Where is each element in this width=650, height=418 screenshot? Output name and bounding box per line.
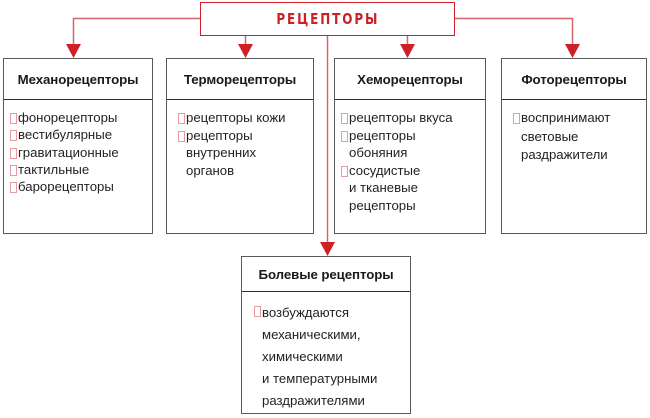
node-chemoreceptors[interactable]: Хеморецепторы рецепторы вкуса рецепторы … [334, 58, 486, 234]
node-thermoreceptors-body: рецепторы кожи рецепторы внутренних орга… [167, 100, 313, 233]
list-item: фонорецепторы [10, 109, 146, 126]
list-item: рецепторы кожи [178, 109, 307, 127]
node-photoreceptors-header: Фоторецепторы [502, 59, 646, 100]
node-photoreceptors[interactable]: Фоторецепторы воспринимают световые разд… [501, 58, 647, 234]
square-bullet-icon [341, 165, 348, 177]
connector-right [454, 17, 574, 50]
node-chemoreceptors-title: Хеморецепторы [357, 71, 463, 87]
node-chemoreceptors-body: рецепторы вкуса рецепторы обоняния сосуд… [335, 100, 485, 233]
list-item: сосудистые и тканевые рецепторы [341, 162, 479, 215]
list-item: воспринимают световые раздражители [513, 109, 640, 165]
square-bullet-icon [10, 164, 17, 176]
list-item: рецепторы обоняния [341, 127, 479, 162]
list-item: вестибулярные [10, 126, 146, 143]
square-bullet-icon [10, 113, 17, 124]
node-pain-receptors-header: Болевые рецепторы [242, 257, 410, 292]
square-bullet-icon [341, 130, 348, 142]
node-thermoreceptors-header: Терморецепторы [167, 59, 313, 100]
node-pain-receptors[interactable]: Болевые рецепторы возбуждаются механичес… [241, 256, 411, 414]
connector-left [72, 17, 201, 50]
node-chemoreceptors-header: Хеморецепторы [335, 59, 485, 100]
square-bullet-icon [10, 130, 17, 142]
node-pain-receptors-body: возбуждаются механическими, химическими … [242, 292, 410, 416]
arrowhead-chemo [400, 44, 415, 58]
arrowhead-thermo [238, 44, 253, 58]
square-bullet-icon [178, 113, 185, 124]
root-node-label: РЕЦЕПТОРЫ [276, 10, 379, 28]
node-mechanoreceptors-header: Механорецепторы [4, 59, 152, 100]
list-item: барорецепторы [10, 178, 146, 195]
node-mechanoreceptors-title: Механорецепторы [17, 71, 139, 87]
node-photoreceptors-title: Фоторецепторы [521, 71, 627, 87]
arrowhead-mechano [66, 44, 81, 58]
arrowhead-photo [565, 44, 580, 58]
square-bullet-icon [10, 147, 17, 159]
root-node-receptors[interactable]: РЕЦЕПТОРЫ [200, 2, 455, 36]
list-item: рецепторы внутренних органов [178, 127, 307, 180]
square-bullet-icon [513, 113, 520, 124]
node-mechanoreceptors-body: фонорецепторы вестибулярные гравитационн… [4, 100, 152, 233]
node-pain-receptors-title: Болевые рецепторы [258, 266, 394, 282]
square-bullet-icon [254, 306, 261, 317]
node-mechanoreceptors[interactable]: Механорецепторы фонорецепторы вестибуляр… [3, 58, 153, 234]
node-thermoreceptors-title: Терморецепторы [183, 71, 297, 87]
list-item: гравитационные [10, 144, 146, 161]
list-item: возбуждаются механическими, химическими … [254, 302, 404, 412]
square-bullet-icon [341, 113, 348, 124]
list-item: тактильные [10, 161, 146, 178]
square-bullet-icon [10, 182, 17, 194]
node-thermoreceptors[interactable]: Терморецепторы рецепторы кожи рецепторы … [166, 58, 314, 234]
list-item: рецепторы вкуса [341, 109, 479, 127]
node-photoreceptors-body: воспринимают световые раздражители [502, 100, 646, 233]
arrowhead-pain [320, 242, 335, 256]
square-bullet-icon [178, 130, 185, 142]
